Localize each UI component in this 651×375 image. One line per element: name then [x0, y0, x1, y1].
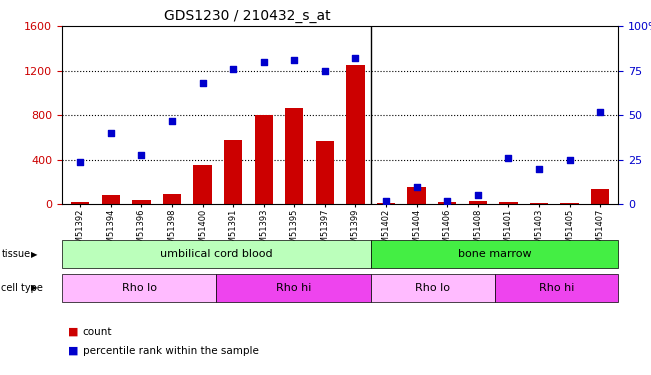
Bar	[71, 202, 89, 204]
Text: ■: ■	[68, 327, 79, 337]
Point	[197, 80, 208, 86]
Point	[350, 56, 361, 62]
Bar	[591, 189, 609, 204]
Text: bone marrow: bone marrow	[458, 249, 532, 259]
Bar	[193, 165, 212, 204]
Point	[258, 59, 269, 65]
Point	[411, 184, 422, 190]
Point	[442, 198, 452, 204]
Bar	[346, 65, 365, 204]
Point	[564, 157, 575, 163]
Bar	[530, 203, 548, 204]
Point	[473, 192, 483, 198]
Text: umbilical cord blood: umbilical cord blood	[160, 249, 273, 259]
Point	[75, 159, 85, 165]
Bar	[377, 203, 395, 204]
Bar	[408, 187, 426, 204]
Text: ▶: ▶	[31, 250, 38, 259]
Text: ■: ■	[68, 346, 79, 355]
Text: Rho hi: Rho hi	[276, 283, 311, 293]
Text: Rho hi: Rho hi	[539, 283, 574, 293]
Point	[105, 130, 116, 136]
Text: ▶: ▶	[31, 284, 38, 292]
Text: Rho lo: Rho lo	[415, 283, 450, 293]
Point	[503, 155, 514, 161]
Text: GDS1230 / 210432_s_at: GDS1230 / 210432_s_at	[164, 9, 331, 23]
Bar	[255, 116, 273, 204]
Point	[595, 109, 605, 115]
Bar	[438, 202, 456, 204]
Bar	[224, 140, 242, 204]
Point	[534, 166, 544, 172]
Bar	[102, 195, 120, 204]
Point	[381, 198, 391, 204]
Bar	[285, 108, 303, 204]
Point	[320, 68, 330, 74]
Bar	[469, 201, 487, 204]
Point	[136, 152, 146, 157]
Text: Rho lo: Rho lo	[122, 283, 157, 293]
Bar	[561, 203, 579, 204]
Bar	[499, 202, 518, 204]
Point	[289, 57, 299, 63]
Point	[167, 118, 177, 124]
Bar	[316, 141, 334, 204]
Bar	[163, 194, 181, 204]
Bar	[132, 200, 150, 204]
Text: count: count	[83, 327, 112, 337]
Point	[228, 66, 238, 72]
Text: cell type: cell type	[1, 283, 43, 293]
Text: tissue: tissue	[1, 249, 31, 259]
Text: percentile rank within the sample: percentile rank within the sample	[83, 346, 258, 355]
